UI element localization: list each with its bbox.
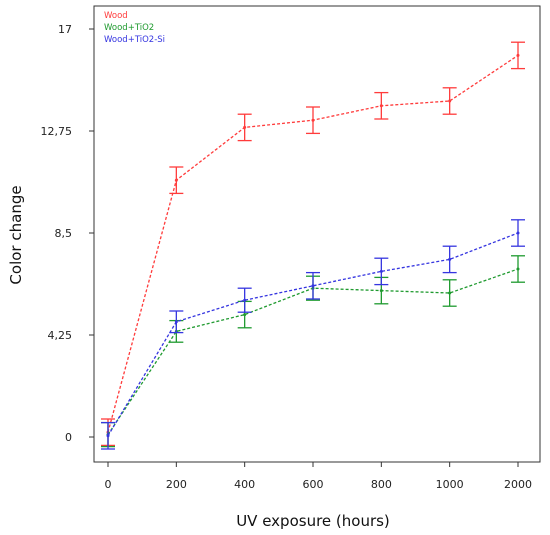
- data-point: [243, 125, 247, 129]
- error-bar: [306, 271, 320, 300]
- plot-frame: [93, 5, 541, 463]
- error-bar: [511, 255, 525, 283]
- data-point: [379, 269, 383, 273]
- x-tick-label: 2000: [504, 478, 532, 491]
- error-bar: [511, 41, 525, 70]
- y-tick-label: 4,25: [48, 329, 73, 342]
- error-bar: [169, 166, 184, 195]
- data-point: [516, 231, 520, 235]
- data-point: [174, 320, 178, 324]
- error-bar: [374, 91, 389, 120]
- x-tick-label: 200: [166, 478, 187, 491]
- data-point: [448, 257, 452, 261]
- data-point: [379, 104, 383, 108]
- series-wood-tio2-si: [101, 219, 525, 450]
- error-bar: [374, 257, 389, 286]
- data-point: [379, 289, 383, 293]
- x-tick-label: 1000: [436, 478, 464, 491]
- data-point: [448, 99, 452, 103]
- error-bar: [237, 287, 252, 313]
- data-point: [448, 291, 452, 295]
- y-tick-label: 12,75: [41, 125, 73, 138]
- x-tick-label: 0: [105, 478, 112, 491]
- error-bar: [442, 87, 457, 115]
- legend-entry: Wood+TiO2-Si: [104, 35, 165, 45]
- error-bar: [237, 113, 252, 142]
- y-axis-title: Color change: [7, 185, 25, 284]
- data-point: [106, 434, 110, 438]
- data-point: [174, 178, 178, 182]
- error-bar: [169, 310, 184, 334]
- data-point: [311, 284, 315, 288]
- data-point: [516, 267, 520, 271]
- x-tick-label: 400: [234, 478, 255, 491]
- error-bar: [511, 219, 525, 247]
- data-point: [516, 53, 520, 57]
- legend-entry: Wood+TiO2: [104, 23, 154, 33]
- data-point: [243, 298, 247, 302]
- error-bar: [306, 106, 320, 135]
- data-point: [243, 313, 247, 317]
- x-axis: 0 200 400 600 800 1000 2000: [105, 462, 532, 491]
- legend: Wood Wood+TiO2 Wood+TiO2-Si: [104, 11, 165, 45]
- x-axis-title: UV exposure (hours): [236, 512, 390, 530]
- legend-entry: Wood: [104, 11, 128, 21]
- x-tick-label: 600: [303, 478, 324, 491]
- y-tick-label: 8,5: [55, 227, 73, 240]
- y-tick-label: 0: [65, 431, 72, 444]
- series-layer: [101, 41, 525, 450]
- y-tick-label: 17: [58, 23, 72, 36]
- error-bar: [101, 421, 115, 450]
- data-point: [311, 118, 315, 122]
- y-axis: 0 4,25 8,5 12,75 17: [41, 23, 94, 444]
- error-bar: [442, 245, 457, 274]
- error-bar: [442, 279, 457, 307]
- x-tick-label: 800: [371, 478, 392, 491]
